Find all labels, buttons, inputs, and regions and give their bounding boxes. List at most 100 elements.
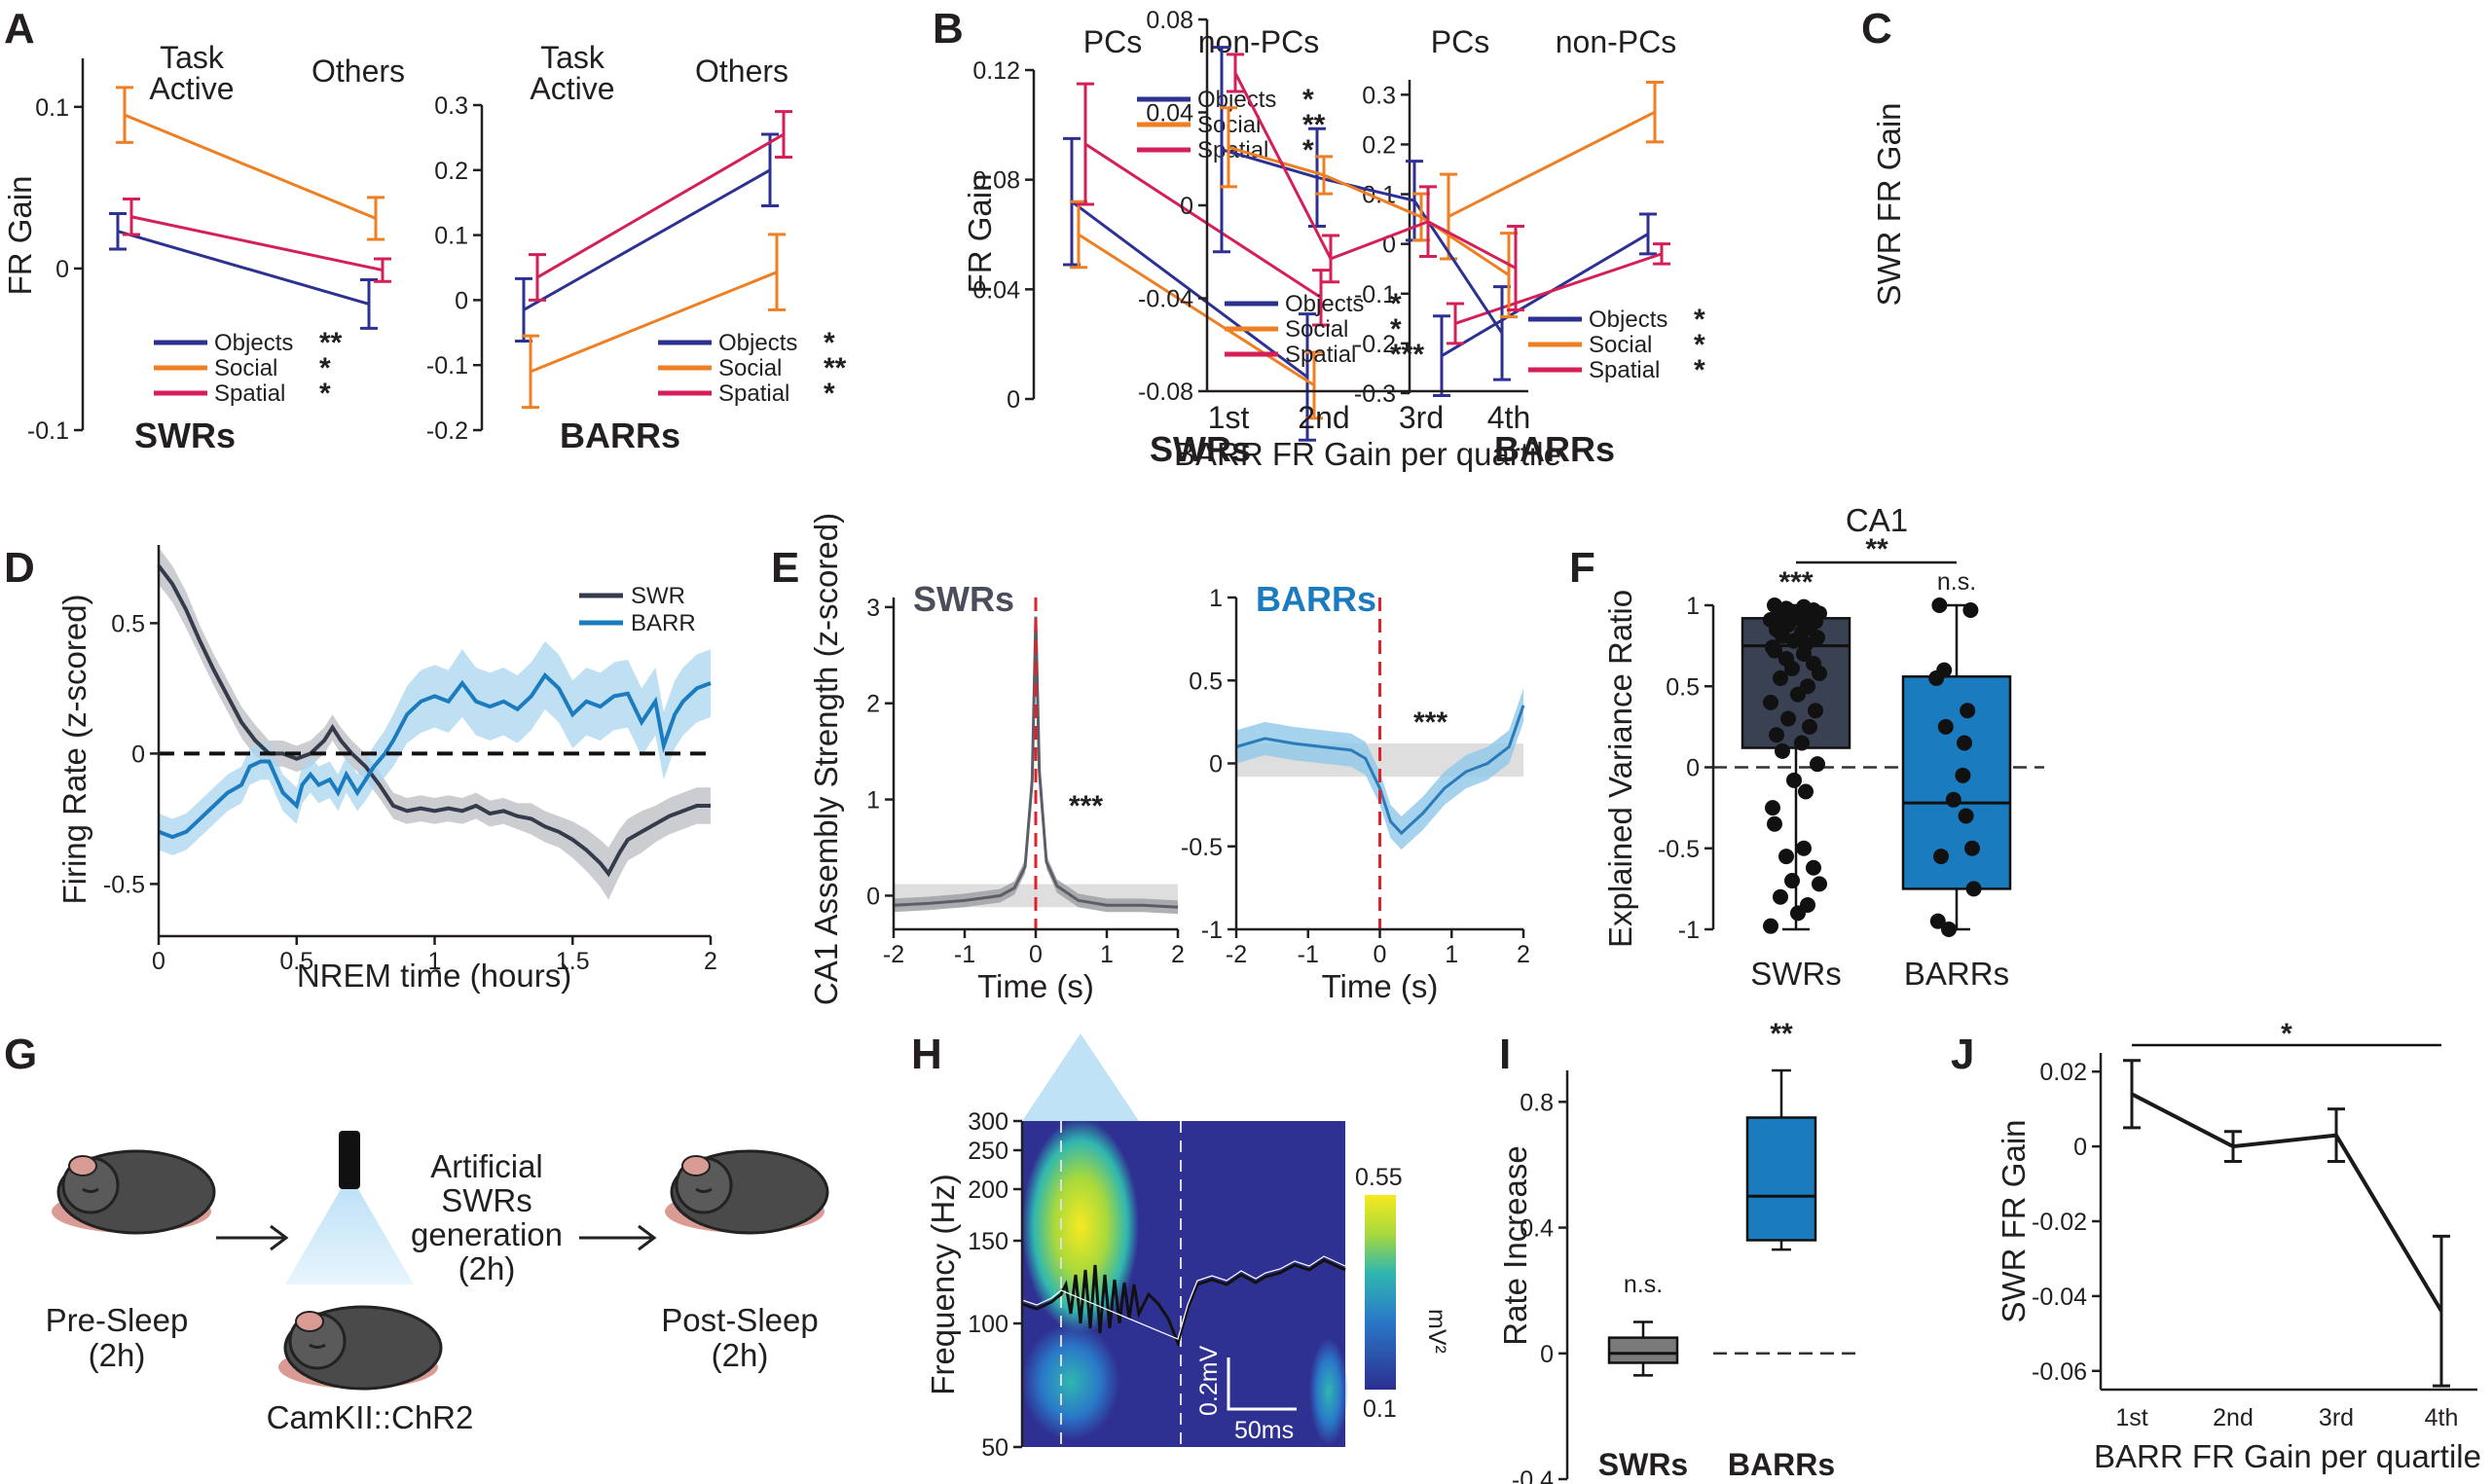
panel-j-tick-label: -0.04 [2032, 1284, 2087, 1311]
panel-d-series-barr [158, 671, 712, 840]
panel-f-point-barr [1965, 881, 1982, 897]
panel-b-barr-tick-label: 0.2 [1362, 131, 1396, 159]
panel-e-barr-tick-label: -1 [1201, 917, 1223, 944]
panel-j-tick-label: 0.02 [2039, 1059, 2087, 1086]
panel-f-point-barr [1933, 849, 1949, 865]
panel-f-stars-barr: n.s. [1937, 568, 1976, 596]
panel-a-barr-legend-stars-spatial: * [824, 378, 835, 410]
panel-f-point-barr [1941, 922, 1957, 937]
panel-d-ylabel: Firing Rate (z-scored) [56, 594, 92, 904]
panel-h-spectrogram: 0.2mV 50ms 0.55 0.1 mV² [1021, 1033, 1450, 1447]
panel-c-series-objects [1221, 148, 1504, 335]
g-mouse-label: CamKII::ChR2 [267, 1399, 474, 1435]
panel-i-xtick-label: SWRs [1598, 1447, 1688, 1482]
panel-f-tick-label: -1 [1678, 917, 1700, 944]
panel-b-barr-tick-label: 0.3 [1362, 82, 1396, 109]
panel-f-tick-label: -0.5 [1658, 836, 1700, 863]
panel-b-swr-tick-label: 0.08 [972, 167, 1020, 195]
panel-c-xlabel: BARR FR Gain per quartile [1174, 436, 1561, 472]
panel-b-barr-legend-stars-spatial: * [1694, 354, 1705, 386]
panel-a-barr-legend-stars-objects: * [824, 327, 835, 359]
g-post-duration: (2h) [712, 1337, 769, 1373]
panel-f-point-swr [1796, 840, 1812, 856]
panel-b-barr-title: BARRs [1494, 429, 1615, 469]
panel-e-swr-xlabel: Time (s) [977, 968, 1094, 1004]
panel-a-barr-legend-stars-social: ** [824, 352, 847, 384]
panel-a-ylabel: FR Gain [2, 176, 38, 296]
panel-e-barr-xtick-label: -2 [1226, 941, 1247, 968]
panel-a-swr-legend-stars-spatial: * [319, 378, 331, 410]
g-art-line1: Artificial [430, 1148, 543, 1184]
panel-c-tick-label: -0.04 [1138, 286, 1193, 313]
panel-a-swr-tick-label: 0 [55, 256, 69, 283]
panel-e-barr-xlabel: Time (s) [1322, 968, 1439, 1004]
panel-a-barr-cat-task-active-1: Task [540, 40, 605, 75]
panel-f-point-barr [1957, 735, 1972, 751]
panel-f-point-swr [1767, 815, 1782, 832]
scale-bar-icon [1227, 1357, 1297, 1411]
panel-label-g: G [4, 1031, 37, 1078]
panel-b-swr-tick-label: 0 [1007, 386, 1020, 414]
light-cone-icon [285, 1189, 414, 1285]
panel-f-point-swr [1784, 873, 1800, 889]
panel-c-series-spatial [1233, 72, 1517, 270]
panel-f-point-swr [1773, 670, 1788, 686]
panel-c-legend-label-social: Social [1285, 316, 1348, 343]
panel-f-title: CA1 [1846, 502, 1908, 538]
panel-j-series [2131, 1092, 2443, 1313]
panel-i-stars-barr: ** [1770, 1018, 1793, 1050]
panel-e-swr-title: SWRs [913, 579, 1014, 619]
panel-h-tick-label: 200 [968, 1176, 1008, 1204]
panel-g-illustration: Pre-Sleep (2h) Post-Sleep (2h) CamKII::C… [46, 1131, 829, 1435]
panel-label-b: B [933, 5, 964, 53]
panel-b-swr-series-objects [1071, 199, 1308, 379]
panel-a-swr-series-objects [117, 230, 370, 306]
panel-i-box-barrs [1745, 1116, 1817, 1242]
panel-e-barr-stars: *** [1413, 706, 1448, 739]
panel-e-barr-xtick-label: 1 [1445, 941, 1458, 968]
panel-b-swr-cat-nonpcs: non-PCs [1198, 24, 1320, 59]
panel-label-j: J [1951, 1031, 1974, 1078]
panel-b-swr-legend-stars-objects: * [1302, 84, 1314, 116]
lfp-trace [1021, 1258, 1346, 1348]
panel-a-swr-title: SWRs [134, 416, 236, 455]
panel-f-tick-label: 0 [1686, 755, 1700, 782]
panel-f-point-swr [1765, 800, 1780, 816]
g-pre-duration: (2h) [89, 1337, 146, 1373]
panel-a-barr-legend-label-objects: Objects [718, 330, 797, 356]
panel-f-point-swr [1790, 905, 1806, 922]
panel-a-swr-legend-label-objects: Objects [214, 330, 293, 356]
panel-a-swr-legend-label-spatial: Spatial [214, 380, 285, 407]
panel-f-point-swr [1796, 645, 1812, 662]
panel-d-xtick-label: 1.5 [556, 948, 590, 975]
panel-f-point-swr [1812, 665, 1827, 681]
panel-b-barr-legend-stars-objects: * [1694, 304, 1705, 336]
panel-f-xtick-label: BARRs [1904, 956, 2009, 992]
panel-a-swr-legend-stars-social: * [319, 352, 331, 384]
panel-e-barr-xtick-label: -1 [1298, 941, 1319, 968]
colorbar [1365, 1195, 1396, 1390]
panel-e-swr-tick-label: 2 [866, 691, 880, 718]
panel-a-barr-tick-label: 0 [455, 287, 468, 314]
g-post-label: Post-Sleep [661, 1302, 818, 1338]
panel-i-tick-label: 0.4 [1520, 1215, 1554, 1243]
panel-f-point-swr [1786, 772, 1802, 788]
panel-b-barr-series-objects [1441, 233, 1649, 357]
panel-f-point-barr [1945, 791, 1961, 808]
panel-f-comparison-stars: ** [1865, 533, 1888, 565]
panel-f-xtick-label: SWRs [1750, 956, 1842, 992]
panel-i-stars-swr: n.s. [1624, 1271, 1663, 1298]
panel-c-legend-stars-spatial: *** [1390, 339, 1424, 371]
panel-f-point-swr [1806, 859, 1821, 876]
panel-c-xtick-label: 3rd [1399, 400, 1444, 435]
panel-c-legend-label-objects: Objects [1285, 291, 1364, 317]
panel-b-barr-legend-stars-social: * [1694, 329, 1705, 361]
panel-a-barr-title: BARRs [560, 416, 680, 455]
panel-d-xtick-label: 0 [152, 948, 165, 975]
panel-label-e: E [771, 544, 799, 592]
panel-f-point-swr [1794, 735, 1810, 751]
panel-c-legend-stars-social: * [1390, 313, 1402, 345]
panel-e-barr-xtick-label: 2 [1517, 941, 1530, 968]
g-art-line2: SWRs [441, 1182, 532, 1218]
